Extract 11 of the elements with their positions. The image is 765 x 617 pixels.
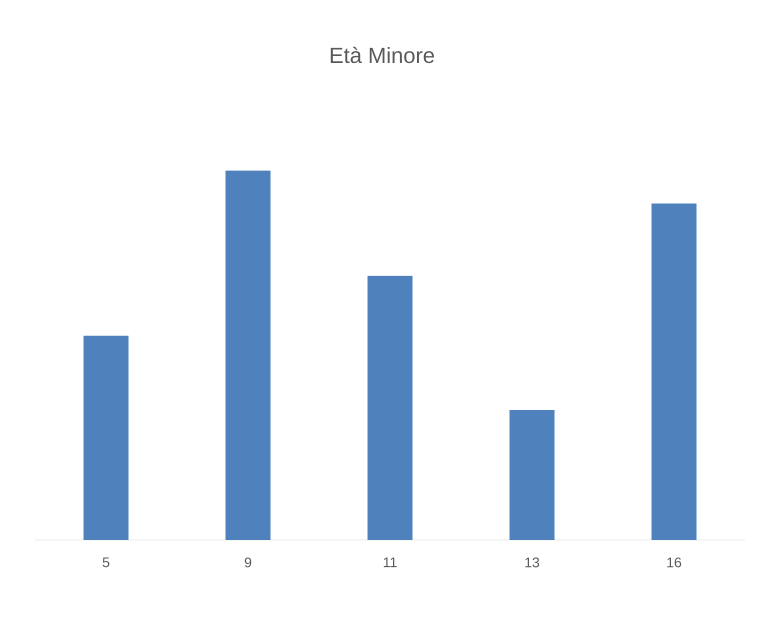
x-tick-label: 16	[667, 557, 682, 568]
bar	[226, 170, 271, 540]
bar	[84, 336, 129, 540]
bar	[510, 410, 555, 540]
bar	[368, 276, 413, 540]
x-tick-label: 9	[244, 557, 252, 568]
chart-title: Età Minore	[330, 46, 434, 64]
x-tick-label: 11	[384, 558, 397, 568]
x-tick-label: 5	[102, 558, 110, 568]
bar	[652, 203, 697, 540]
x-tick-label: 13	[525, 557, 540, 568]
